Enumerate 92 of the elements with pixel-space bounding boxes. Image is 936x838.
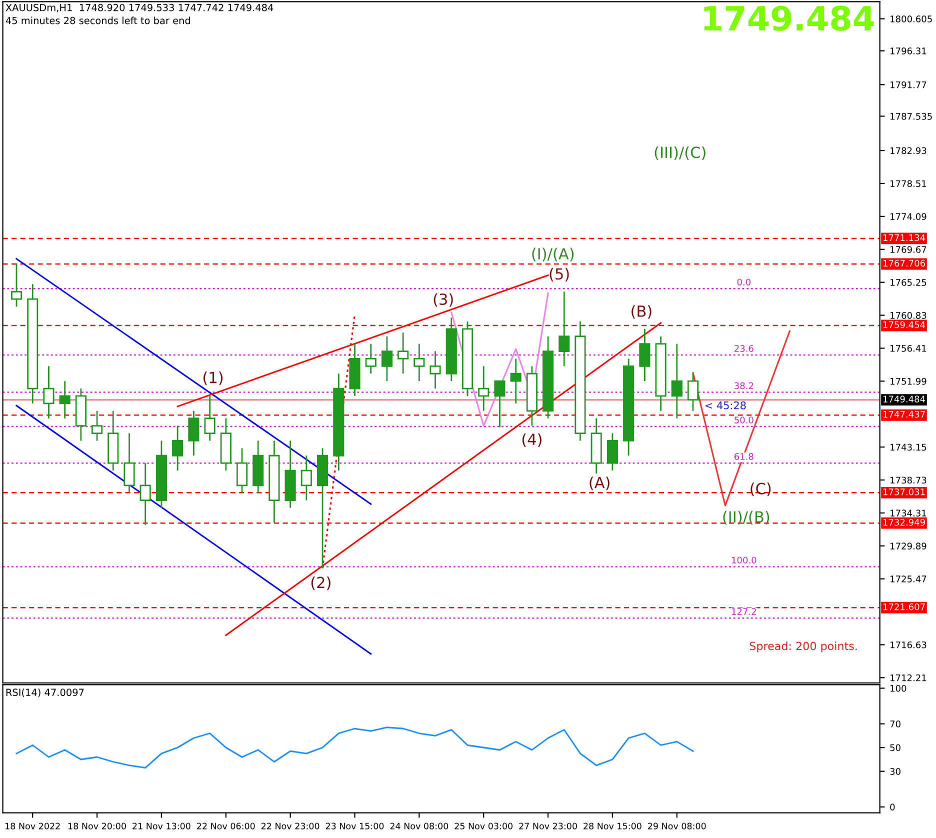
candlestick xyxy=(558,290,570,367)
ref-line-label: 1737.031 xyxy=(883,488,925,496)
candlestick xyxy=(430,350,441,390)
y-tick-label: 30 xyxy=(890,768,900,775)
x-tick-label: 21 Nov 13:00 xyxy=(132,822,190,830)
annotation: (B) xyxy=(632,305,652,319)
y-tick-label: 1778.51 xyxy=(890,180,926,188)
y-tick-label: 1712.21 xyxy=(890,674,926,682)
candlestick xyxy=(381,336,392,382)
candlestick xyxy=(92,410,103,442)
ref-line-label: 1721.607 xyxy=(883,603,925,610)
y-tick-label: 50 xyxy=(890,744,900,752)
candlestick xyxy=(606,432,618,472)
y-tick-label: 0 xyxy=(890,804,895,810)
chart-title: XAUUSDm,H1 1748.920 1749.533 1747.742 1749.484 xyxy=(6,4,274,12)
annotation: (II)/(B) xyxy=(723,510,770,524)
annotation: (2) xyxy=(311,576,330,590)
x-tick-label: 24 Nov 08:00 xyxy=(390,822,448,830)
candlestick xyxy=(59,380,70,420)
candlestick xyxy=(300,454,312,502)
x-tick-label: 28 Nov 15:00 xyxy=(584,822,642,830)
candlestick xyxy=(10,262,22,308)
ref-line-label: 1771.134 xyxy=(883,234,926,242)
candlestick xyxy=(510,358,522,404)
annotation: (C) xyxy=(750,482,771,496)
ref-line-label: 1747.437 xyxy=(883,410,925,418)
line-series xyxy=(16,726,694,769)
y-tick-label: 1725.47 xyxy=(890,576,926,582)
candlestick xyxy=(478,365,490,412)
x-tick-label: 23 Nov 15:00 xyxy=(326,822,384,830)
y-tick-label: 100 xyxy=(890,684,906,692)
annotation: 61.8 xyxy=(734,453,754,460)
annotation: (I)/(A) xyxy=(532,248,574,262)
text: 45 minutes 28 seconds left to bar end xyxy=(6,16,190,24)
y-tick-label: 1738.73 xyxy=(890,476,926,484)
candlestick xyxy=(172,425,184,472)
annotation: 100.0 xyxy=(732,556,756,564)
annotation: 127.2 xyxy=(732,608,756,615)
annotation: 1749.484 xyxy=(704,6,874,31)
annotation: Spread: 200 points. xyxy=(750,642,857,652)
x-tick-label: 22 Nov 23:00 xyxy=(261,822,320,830)
y-tick-label: 1769.67 xyxy=(890,246,926,253)
y-tick-label: 1791.77 xyxy=(890,81,926,88)
candlestick xyxy=(671,343,682,420)
y-tick-label: 1729.89 xyxy=(890,542,926,550)
x-tick-label: 22 Nov 06:00 xyxy=(197,822,255,830)
y-tick-label: 70 xyxy=(890,720,900,728)
annotation: (A) xyxy=(590,476,610,490)
y-tick-label: 1787.535 xyxy=(890,112,932,120)
x-tick-label: 18 Nov 2022 xyxy=(6,822,60,830)
ref-line-label: 1767.706 xyxy=(883,260,925,267)
annotation: (3) xyxy=(434,293,453,307)
y-tick-label: 1743.15 xyxy=(890,444,926,451)
annotation: (III)/(C) xyxy=(654,146,706,160)
x-tick-label: 29 Nov 08:00 xyxy=(648,822,706,830)
annotation: < 45:28 xyxy=(706,401,746,410)
annotation: (1) xyxy=(204,371,223,386)
x-tick-label: 18 Nov 20:00 xyxy=(68,822,126,830)
y-tick-label: 1782.93 xyxy=(890,147,926,154)
annotation: (4) xyxy=(522,433,542,447)
candlestick xyxy=(494,380,506,428)
candlestick xyxy=(204,395,216,442)
candlestick xyxy=(365,343,376,374)
candlestick xyxy=(43,365,54,420)
ref-line-label: 1732.949 xyxy=(883,518,925,526)
ref-line-label: 1749.484 xyxy=(883,396,926,402)
y-tick-label: 1756.41 xyxy=(890,344,926,352)
candlestick xyxy=(398,332,409,374)
x-tick-label: 25 Nov 03:00 xyxy=(454,822,513,830)
annotation: (5) xyxy=(550,268,569,282)
candlestick xyxy=(639,328,650,382)
annotation: 50.0 xyxy=(734,416,754,424)
candlestick xyxy=(414,343,425,382)
y-tick-label: 1734.31 xyxy=(890,510,926,517)
candlestick xyxy=(236,447,248,494)
candlestick xyxy=(188,410,200,456)
y-tick-label: 1716.63 xyxy=(890,641,926,648)
chart-title: RSI(14) 47.0097 xyxy=(6,688,84,698)
x-tick-label: 27 Nov 23:00 xyxy=(519,822,577,830)
ref-line-label: 1759.454 xyxy=(883,321,926,328)
annotation: 38.2 xyxy=(734,382,754,390)
y-tick-label: 1751.99 xyxy=(890,378,926,385)
candlestick xyxy=(124,432,135,494)
y-tick-label: 1765.25 xyxy=(890,279,926,286)
y-tick-label: 1760.83 xyxy=(890,312,926,319)
y-tick-label: 1774.09 xyxy=(890,213,926,220)
annotation: 23.6 xyxy=(734,345,754,352)
candlestick xyxy=(140,462,151,526)
y-tick-label: 1796.31 xyxy=(890,48,926,54)
annotation: 0.0 xyxy=(737,278,750,286)
y-tick-label: 1800.605 xyxy=(890,16,932,22)
candlestick xyxy=(687,372,699,412)
